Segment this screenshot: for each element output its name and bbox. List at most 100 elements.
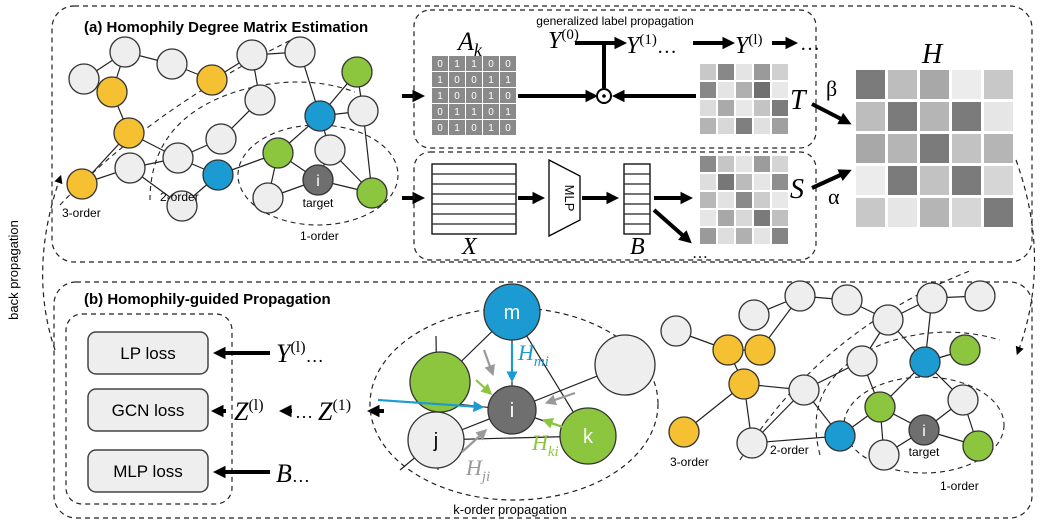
adjacency-cell [432, 120, 448, 135]
adjacency-value: 1 [471, 59, 477, 70]
adjacency-value: 0 [505, 123, 511, 134]
b-yl-label: Y(l)… [276, 339, 324, 368]
adjacency-value: 0 [471, 123, 477, 134]
adjacency-cell [449, 104, 465, 119]
lp-loss-box: LP loss [87, 331, 209, 375]
b-zl-label: Z(l) [234, 397, 264, 426]
b-ellipsis-z: … [295, 402, 313, 422]
adjacency-value: 1 [488, 91, 494, 102]
adjacency-cell [432, 88, 448, 103]
section-b-box [53, 281, 1033, 519]
adjacency-cell [500, 72, 516, 87]
adjacency-value: 1 [471, 107, 477, 118]
bottom-ellipsis: … [692, 245, 708, 262]
y0-label: Y(0) [548, 27, 579, 54]
adjacency-cell [466, 104, 482, 119]
adjacency-value: 1 [437, 91, 443, 102]
h-label: H [921, 39, 944, 70]
adjacency-value: 1 [488, 123, 494, 134]
adjacency-cell [432, 72, 448, 87]
graph-b-2order-label: 2-order [770, 443, 809, 457]
graph-b-target-label: target [909, 445, 940, 459]
top-ellipsis: … [800, 33, 820, 55]
adjacency-value: 0 [471, 91, 477, 102]
mlp-block [548, 158, 581, 238]
adjacency-value: 0 [488, 107, 494, 118]
adjacency-cell [500, 88, 516, 103]
graph-b-1order-label: 1-order [940, 479, 979, 493]
adjacency-value: 0 [437, 59, 443, 70]
graph-a-target-label: target [303, 196, 334, 210]
beta-label: β [826, 76, 837, 101]
adjacency-cell [432, 104, 448, 119]
a-k-label: Ak [456, 27, 483, 60]
b-matrix [623, 163, 651, 235]
section-b-title: (b) Homophily-guided Propagation [84, 291, 331, 308]
node-j: j [433, 430, 438, 452]
alpha-label: α [828, 184, 840, 209]
graph-b-node-i: i [922, 423, 926, 440]
adjacency-cell [483, 120, 499, 135]
adjacency-cell [466, 88, 482, 103]
gcn-loss-label: GCN loss [112, 401, 185, 420]
section-a-box [51, 5, 1033, 263]
adjacency-cell [483, 88, 499, 103]
yl-label: Y(l) [735, 32, 763, 59]
adjacency-value: 0 [505, 59, 511, 70]
adjacency-value: 1 [454, 59, 460, 70]
adjacency-cell [466, 120, 482, 135]
adjacency-matrix: 0 1 1 0 01 0 0 1 11 0 0 1 00 1 1 0 10 1 0 1 0 [432, 56, 516, 135]
hmi-label: Hmi [517, 340, 549, 370]
x-label: X [461, 234, 478, 260]
mlp-label: MLP [562, 185, 577, 212]
b-b-label: B… [276, 459, 310, 488]
k-order-label: k-order propagation [453, 502, 566, 517]
prop-nodes [407, 283, 656, 469]
adjacency-cell [483, 72, 499, 87]
gcn-loss-box: GCN loss [87, 388, 209, 432]
s-label: S [790, 174, 804, 205]
adjacency-value: 0 [488, 59, 494, 70]
adjacency-cell [500, 56, 516, 71]
mlp-loss-box: MLP loss [87, 449, 209, 493]
mlp-loss-label: MLP loss [113, 462, 183, 481]
adjacency-value: 1 [488, 75, 494, 86]
y1-label: Y(1)… [626, 32, 677, 59]
adjacency-value: 0 [437, 123, 443, 134]
loss-box [65, 313, 233, 505]
adjacency-cell [432, 56, 448, 71]
label-matrix-bottom [700, 156, 788, 244]
adjacency-value: 0 [505, 91, 511, 102]
adjacency-cell [449, 88, 465, 103]
graph-b-nodes [660, 280, 996, 471]
hki-label: Hki [531, 430, 559, 460]
graph-a-1order-label: 1-order [300, 229, 339, 243]
adjacency-value: 0 [437, 107, 443, 118]
lp-loss-label: LP loss [120, 344, 175, 363]
node-i: i [510, 400, 514, 422]
adjacency-value: 0 [454, 75, 460, 86]
adjacency-cell [466, 72, 482, 87]
label-prop-box [413, 9, 817, 149]
adjacency-cell [449, 56, 465, 71]
adjacency-value: 0 [454, 91, 460, 102]
adjacency-cell [466, 56, 482, 71]
graph-a-3order-label: 3-order [62, 206, 101, 220]
adjacency-cell [483, 104, 499, 119]
adjacency-cell [500, 120, 516, 135]
adjacency-value: 1 [437, 75, 443, 86]
feature-box [413, 151, 817, 261]
adjacency-cell [449, 72, 465, 87]
back-propagation-label: back propagation [6, 220, 21, 320]
adjacency-cell [500, 104, 516, 119]
adjacency-value: 1 [454, 123, 460, 134]
h-matrix [856, 70, 1013, 227]
label-prop-title: generalized label propagation [536, 14, 693, 28]
x-matrix [431, 163, 517, 235]
hji-label: Hji [465, 455, 490, 485]
graph-b-3order-label: 3-order [670, 455, 709, 469]
t-label: T [790, 85, 808, 116]
label-matrix-top [700, 64, 788, 134]
node-k: k [583, 426, 594, 448]
